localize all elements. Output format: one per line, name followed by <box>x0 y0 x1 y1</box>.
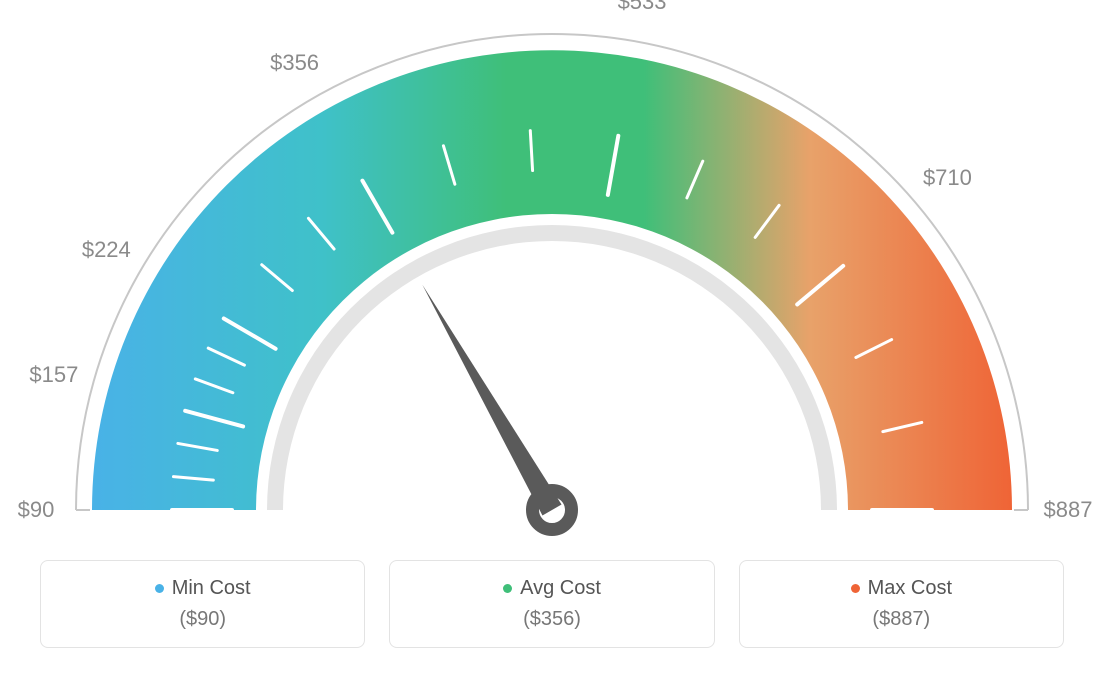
gauge-tick-label: $356 <box>270 50 319 76</box>
legend-card-max: Max Cost ($887) <box>739 560 1064 648</box>
gauge-tick-label: $224 <box>82 237 131 263</box>
legend-title-avg: Avg Cost <box>400 577 703 600</box>
legend-value-min: ($90) <box>51 608 354 631</box>
legend-title-max: Max Cost <box>750 577 1053 600</box>
legend-card-avg: Avg Cost ($356) <box>389 560 714 648</box>
gauge-tick-label: $710 <box>923 165 972 191</box>
gauge-chart: $90 $157 $224 $356 $533 $710 $887 <box>0 0 1104 560</box>
gauge-tick-label: $157 <box>29 362 78 388</box>
legend-card-min: Min Cost ($90) <box>40 560 365 648</box>
legend-row: Min Cost ($90) Avg Cost ($356) Max Cost … <box>0 560 1104 648</box>
gauge-tick-label: $887 <box>1044 497 1093 523</box>
legend-value-avg: ($356) <box>400 608 703 631</box>
legend-label-max: Max Cost <box>868 577 952 599</box>
legend-label-avg: Avg Cost <box>520 577 601 599</box>
gauge-tick-label: $533 <box>618 0 667 15</box>
legend-dot-min <box>155 584 164 593</box>
legend-dot-max <box>851 584 860 593</box>
legend-title-min: Min Cost <box>51 577 354 600</box>
gauge-svg <box>0 0 1104 560</box>
gauge-tick-label: $90 <box>18 497 55 523</box>
legend-label-min: Min Cost <box>172 577 251 599</box>
legend-value-max: ($887) <box>750 608 1053 631</box>
legend-dot-avg <box>503 584 512 593</box>
